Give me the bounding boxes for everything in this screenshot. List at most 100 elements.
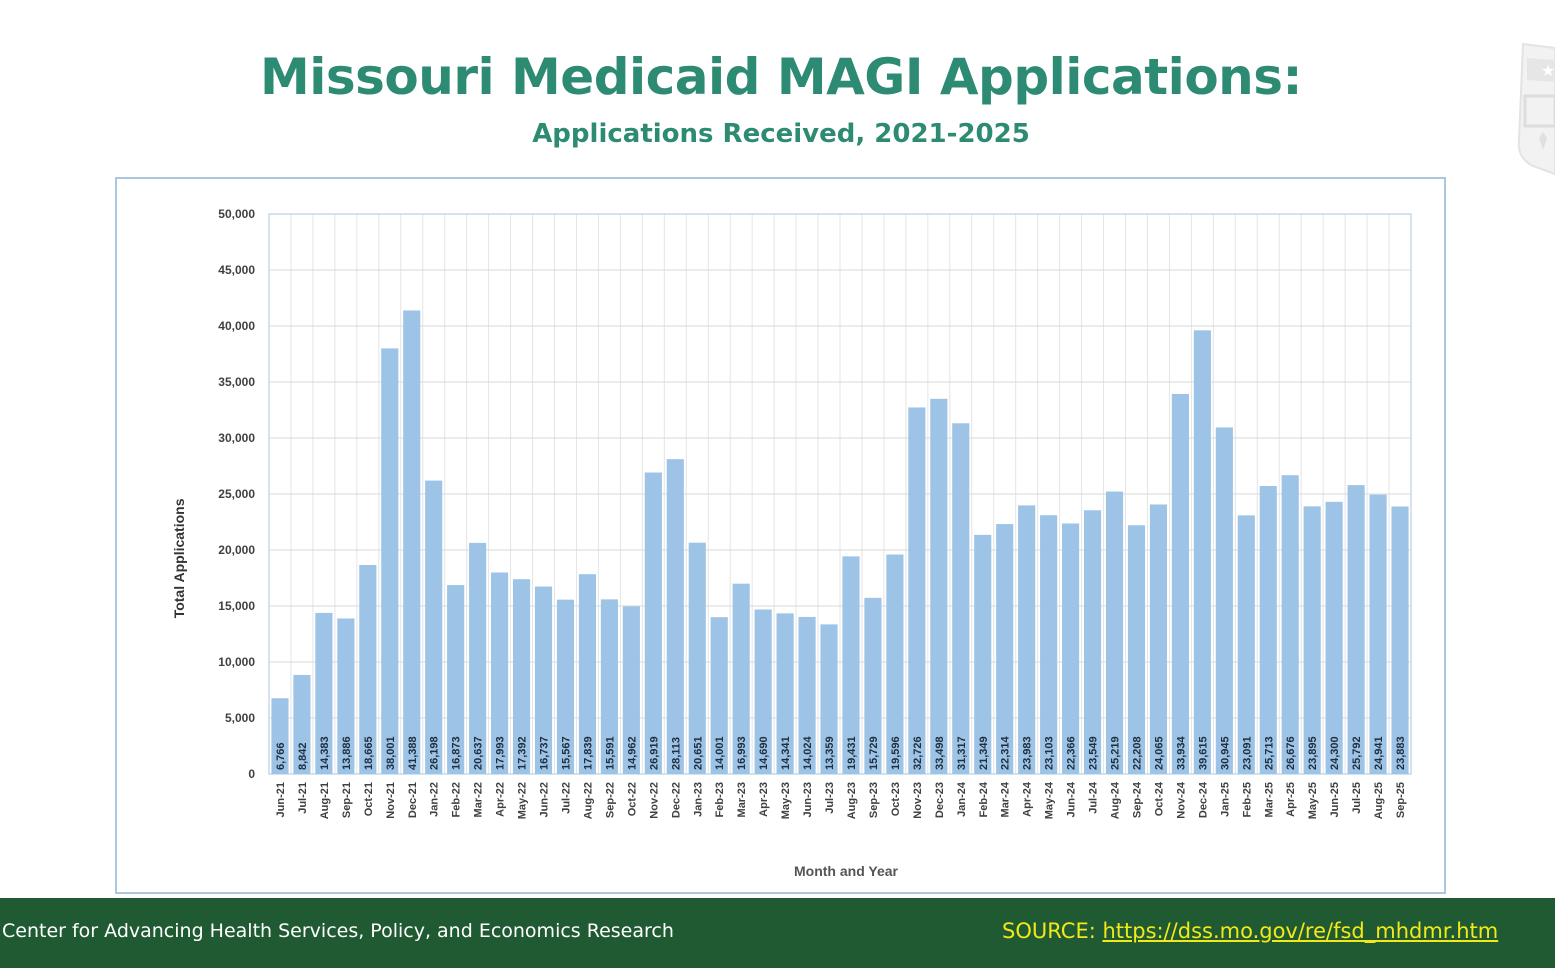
footer-bar: Center for Advancing Health Services, Po… [0,898,1555,968]
data-label: 26,919 [648,736,660,770]
data-label: 14,341 [780,736,792,770]
x-tick-label: Mar-23 [736,782,748,817]
plot-border [268,213,1412,775]
bar [1018,505,1036,774]
data-label: 39,615 [1197,736,1209,770]
x-tick-label: Jul-23 [824,782,836,814]
data-label: 25,713 [1263,736,1275,770]
x-tick-label: Jun-21 [275,782,287,817]
data-label: 14,383 [319,736,331,770]
data-label: 20,637 [473,736,485,770]
bar [930,398,948,774]
bar [1040,515,1058,774]
bar [776,613,794,774]
data-label: 22,366 [1066,736,1078,770]
data-label: 32,726 [912,736,924,770]
bar [1149,504,1168,774]
data-label: 15,729 [868,736,880,770]
data-label: 8,842 [297,742,309,770]
x-tick-label: Feb-23 [714,782,726,817]
y-axis-title: Total Applications [171,498,187,618]
x-tick-label: Sep-21 [341,782,353,818]
bar [1215,427,1233,774]
x-tick-label: Dec-24 [1197,781,1209,818]
bar [820,624,838,774]
source-label: SOURCE: [1002,919,1103,943]
x-tick-label: Jun-22 [539,782,551,817]
x-tick-label: Mar-22 [473,782,485,817]
x-tick-label: Nov-23 [912,782,924,819]
bar [1325,501,1343,774]
bar [1303,506,1321,774]
x-tick-label: May-24 [1044,781,1056,819]
bar [688,542,706,774]
x-tick-label: Oct-21 [363,782,375,816]
bar [293,674,311,774]
bar [403,310,421,774]
bar [754,609,772,774]
bar-chart: 0 5,000 10,000 15,000 20,000 25,000 30,000 35,0… [171,207,1412,879]
bar [512,579,531,774]
bar [1083,510,1102,774]
data-label: 22,314 [1000,735,1012,770]
y-tick-label: 15,000 [218,599,255,613]
data-label: 14,962 [626,736,638,770]
y-tick-label: 45,000 [218,263,255,277]
data-label: 33,498 [934,736,946,770]
data-label: 22,208 [1131,736,1143,770]
data-label: 6,766 [275,742,287,770]
data-label: 18,665 [363,736,375,770]
data-label: 24,065 [1153,736,1165,770]
data-label: 13,359 [824,736,836,770]
x-tick-label: Apr-22 [495,782,507,817]
y-tick-label: 30,000 [218,431,255,445]
x-tick-label: Sep-25 [1395,782,1407,818]
data-label: 23,983 [1022,736,1034,770]
x-tick-label: Jul-22 [560,782,572,814]
bar [1391,506,1409,774]
bar [1062,523,1080,774]
x-tick-label: Aug-23 [846,782,858,819]
data-label: 23,549 [1088,736,1100,770]
bar [469,542,487,774]
bar [381,348,399,774]
data-label: 23,895 [1307,736,1319,770]
x-tick-label: Nov-24 [1175,781,1187,819]
bar [644,472,662,774]
bar [1193,330,1211,774]
data-label: 14,001 [714,736,726,770]
x-tick-label: Nov-22 [648,782,660,819]
data-label: 17,993 [495,736,507,770]
bar [425,480,443,774]
y-tick-label: 10,000 [218,655,255,669]
data-label: 23,091 [1241,736,1253,770]
x-tick-label: Sep-22 [604,782,616,818]
bar [447,585,465,774]
x-axis-title: Month and Year [794,863,899,879]
bar [315,612,333,774]
bar [886,554,904,774]
bar [578,574,597,774]
data-label: 23,883 [1395,736,1407,770]
data-label: 17,839 [582,736,594,770]
data-label: 15,591 [604,736,616,770]
x-tick-label: Aug-24 [1110,781,1122,819]
source-link[interactable]: https://dss.mo.gov/re/fsd_mhdmr.htm [1102,919,1499,943]
x-tick-label: Feb-24 [978,781,990,817]
x-tick-label: Dec-23 [934,782,946,818]
x-tick-label: Jan-23 [692,782,704,817]
x-tick-label: Apr-23 [758,782,770,817]
bar [864,597,882,774]
bar [732,583,750,774]
x-tick-label: Sep-24 [1131,781,1143,818]
bar [600,599,618,774]
x-tick-label: Oct-22 [626,782,638,816]
data-label: 14,024 [802,735,814,770]
data-label: 25,792 [1351,736,1363,770]
shield-logo-icon: ★ [1517,42,1555,176]
x-tick-label: Mar-24 [1000,781,1012,817]
x-tick-label: Apr-24 [1022,781,1034,817]
x-tick-label: Jul-25 [1351,782,1363,814]
x-tick-label: Apr-25 [1285,782,1297,817]
x-tick-label: Dec-22 [670,782,682,818]
